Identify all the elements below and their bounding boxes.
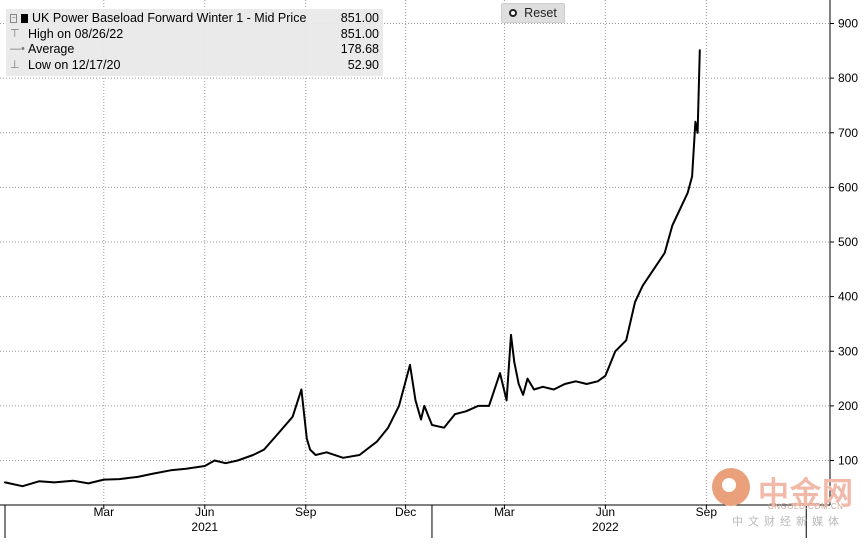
y-tick-label: 600: [838, 180, 858, 194]
x-tick-label: Dec: [395, 505, 416, 519]
reset-button-label: Reset: [524, 6, 557, 20]
reset-dot-icon: [509, 9, 518, 17]
x-tick-label: Sep: [295, 505, 317, 519]
legend-series-row[interactable]: − UK Power Baseload Forward Winter 1 - M…: [10, 11, 379, 27]
y-tick-label: 900: [838, 17, 858, 31]
legend-high-row: ⊤ High on 08/26/22 851.00: [10, 27, 379, 43]
legend-collapse-control[interactable]: −: [10, 14, 28, 24]
x-tick-label: Mar: [93, 505, 114, 519]
x-tick-label: Mar: [494, 505, 515, 519]
x-tick-label: Jun: [596, 505, 615, 519]
legend-high-value: 851.00: [340, 26, 379, 41]
legend-series-label: UK Power Baseload Forward Winter 1 - Mid…: [32, 11, 307, 25]
y-tick-label: 700: [838, 126, 858, 140]
watermark-subtitle: 中文财经新媒体: [732, 515, 844, 528]
y-tick-label: 200: [838, 399, 858, 413]
low-marker-icon: ⊥: [10, 58, 20, 71]
watermark-logo-icon: [712, 468, 750, 506]
x-tick-label: Sep: [696, 505, 718, 519]
axis-layer: 100 200 300 400 500 600 700 800 900 Mar Jun Sep Dec M…: [0, 0, 858, 538]
legend-high-label: High on 08/26/22: [28, 26, 124, 41]
chart-legend: − UK Power Baseload Forward Winter 1 - M…: [6, 9, 383, 76]
legend-average-row: —• Average 178.68: [10, 42, 379, 58]
series-line: [4, 49, 701, 488]
legend-series-value: 851.00: [340, 11, 379, 25]
watermark-brand: 中金网: [758, 476, 854, 512]
year-label: 2022: [592, 520, 619, 534]
legend-average-label: Average: [28, 42, 75, 56]
legend-low-value: 52.90: [347, 57, 379, 72]
y-tick-label: 400: [838, 290, 858, 304]
high-marker-icon: ⊤: [10, 27, 20, 40]
series-color-swatch-icon: [21, 14, 28, 24]
legend-average-value: 178.68: [340, 42, 379, 56]
average-marker-icon: —•: [10, 43, 25, 55]
y-tick-label: 500: [838, 235, 858, 249]
y-tick-label: 100: [838, 454, 858, 468]
watermark: 中金网 CNGOLD.COM.CN 中文财经新媒体: [710, 462, 860, 532]
watermark-url: CNGOLD.COM.CN: [768, 502, 844, 511]
y-tick-label: 800: [838, 71, 858, 85]
y-tick-label: 300: [838, 344, 858, 358]
reset-button[interactable]: Reset: [501, 3, 565, 23]
series-layer: [4, 49, 701, 488]
year-label: 2021: [191, 520, 218, 534]
x-tick-label: Jun: [195, 505, 214, 519]
legend-low-row: ⊥ Low on 12/17/20 52.90: [10, 58, 379, 74]
legend-low-label: Low on 12/17/20: [28, 57, 121, 72]
collapse-icon[interactable]: −: [10, 14, 18, 24]
